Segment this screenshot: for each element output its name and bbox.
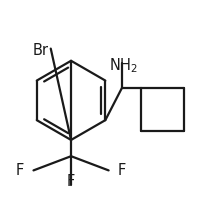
Text: F: F <box>117 163 125 178</box>
Text: NH$_2$: NH$_2$ <box>109 57 138 75</box>
Text: F: F <box>16 163 24 178</box>
Text: Br: Br <box>33 42 48 58</box>
Text: F: F <box>67 174 75 189</box>
